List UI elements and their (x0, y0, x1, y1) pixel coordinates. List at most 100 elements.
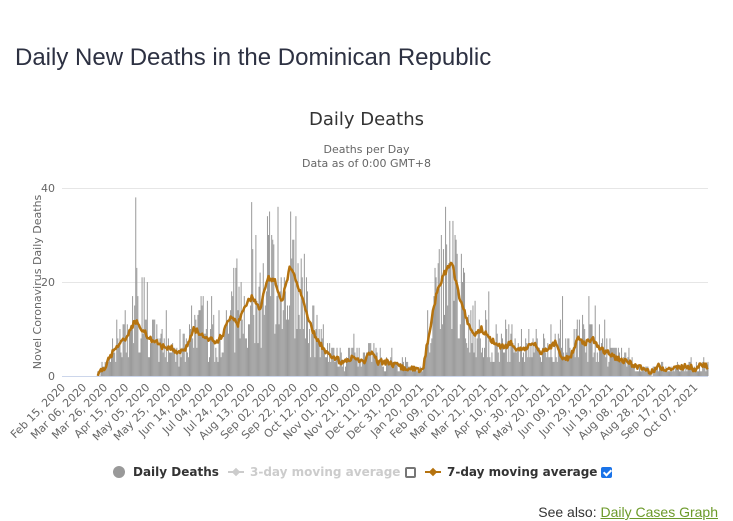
daily-bar (528, 329, 530, 376)
daily-bar (490, 361, 492, 376)
daily-bar (554, 333, 556, 376)
daily-bar (625, 352, 627, 376)
daily-bar (378, 361, 380, 376)
ma3-checkbox[interactable] (405, 467, 416, 478)
daily-bar (361, 361, 363, 376)
daily-bar (536, 338, 538, 376)
daily-bar (128, 333, 130, 376)
daily-bar (457, 338, 459, 376)
daily-bar (626, 366, 628, 376)
daily-bar (636, 371, 638, 376)
daily-bar (556, 361, 558, 376)
daily-bar (217, 361, 219, 376)
daily-bar (171, 352, 173, 376)
daily-bar (372, 352, 374, 376)
daily-bar (469, 352, 471, 376)
daily-bar (574, 357, 576, 376)
daily-bar (538, 347, 540, 376)
daily-bar (388, 361, 390, 376)
daily-bar (438, 249, 440, 376)
daily-bar (622, 361, 624, 376)
daily-bar (231, 291, 233, 376)
daily-bar (681, 366, 683, 376)
daily-bar (461, 282, 463, 376)
daily-bar (260, 347, 262, 376)
daily-bar (264, 305, 266, 376)
daily-cases-graph-link[interactable]: Daily Cases Graph (600, 504, 719, 520)
daily-bar (242, 333, 244, 376)
daily-bar (432, 310, 434, 376)
daily-bar (131, 329, 133, 376)
daily-bar (165, 310, 167, 376)
daily-bar (381, 366, 383, 376)
daily-bar (304, 338, 306, 376)
daily-bar (330, 361, 332, 376)
daily-bar (455, 239, 457, 376)
daily-bar (394, 361, 396, 376)
legend-daily-deaths[interactable]: Daily Deaths (113, 462, 219, 482)
daily-bar (244, 338, 246, 376)
daily-bar (701, 371, 703, 376)
daily-bar (233, 267, 235, 376)
daily-bar (271, 235, 273, 376)
daily-bar (201, 305, 203, 376)
daily-bar (436, 291, 438, 376)
daily-bar (256, 300, 258, 376)
daily-bar (262, 263, 264, 376)
daily-bar (706, 366, 708, 376)
daily-bar (364, 357, 366, 376)
daily-bar (159, 338, 161, 376)
daily-bar (530, 343, 532, 376)
daily-bar (691, 371, 693, 376)
daily-bar (324, 357, 326, 376)
daily-bar (552, 361, 554, 376)
legend-ma7[interactable]: 7-day moving average (425, 462, 597, 482)
daily-bar (551, 357, 553, 376)
daily-bar (328, 361, 330, 376)
daily-bar (111, 357, 113, 376)
daily-bar (617, 347, 619, 376)
daily-bar (140, 338, 142, 376)
daily-bar (359, 361, 361, 376)
daily-bar (664, 371, 666, 376)
daily-bar (668, 371, 670, 376)
daily-bar (371, 361, 373, 376)
daily-bar (465, 338, 467, 376)
ma7-checkbox[interactable] (601, 467, 612, 478)
daily-bar (211, 296, 213, 376)
daily-bar (284, 291, 286, 376)
daily-bar (305, 277, 307, 376)
daily-bar (327, 343, 329, 376)
daily-bar (562, 296, 564, 376)
daily-bar (185, 338, 187, 376)
daily-bar (132, 296, 134, 376)
legend-ma7-label: 7-day moving average (447, 465, 598, 479)
daily-bar (428, 333, 430, 376)
daily-bar (204, 333, 206, 376)
daily-bar (390, 357, 392, 376)
daily-bar (415, 366, 417, 376)
daily-bar (370, 343, 372, 376)
daily-bar (433, 296, 435, 376)
daily-bar (542, 347, 544, 376)
line-marker-icon (228, 466, 244, 478)
legend: Daily Deaths 3-day moving average 7-day … (0, 462, 733, 482)
daily-bar (336, 347, 338, 376)
legend-ma3[interactable]: 3-day moving average (228, 462, 400, 482)
y-tick-label: 20 (41, 276, 55, 289)
daily-bar (166, 361, 168, 376)
daily-bar (113, 352, 115, 376)
daily-bar (699, 366, 701, 376)
daily-bar (612, 347, 614, 376)
daily-bar (398, 371, 400, 376)
daily-bar (657, 371, 659, 376)
daily-bar (197, 314, 199, 376)
daily-bar (357, 366, 359, 376)
daily-bar (280, 277, 282, 376)
daily-bar (331, 347, 333, 376)
daily-bar (587, 361, 589, 376)
daily-bar (545, 352, 547, 376)
daily-bar (209, 357, 211, 376)
daily-bar (680, 371, 682, 376)
